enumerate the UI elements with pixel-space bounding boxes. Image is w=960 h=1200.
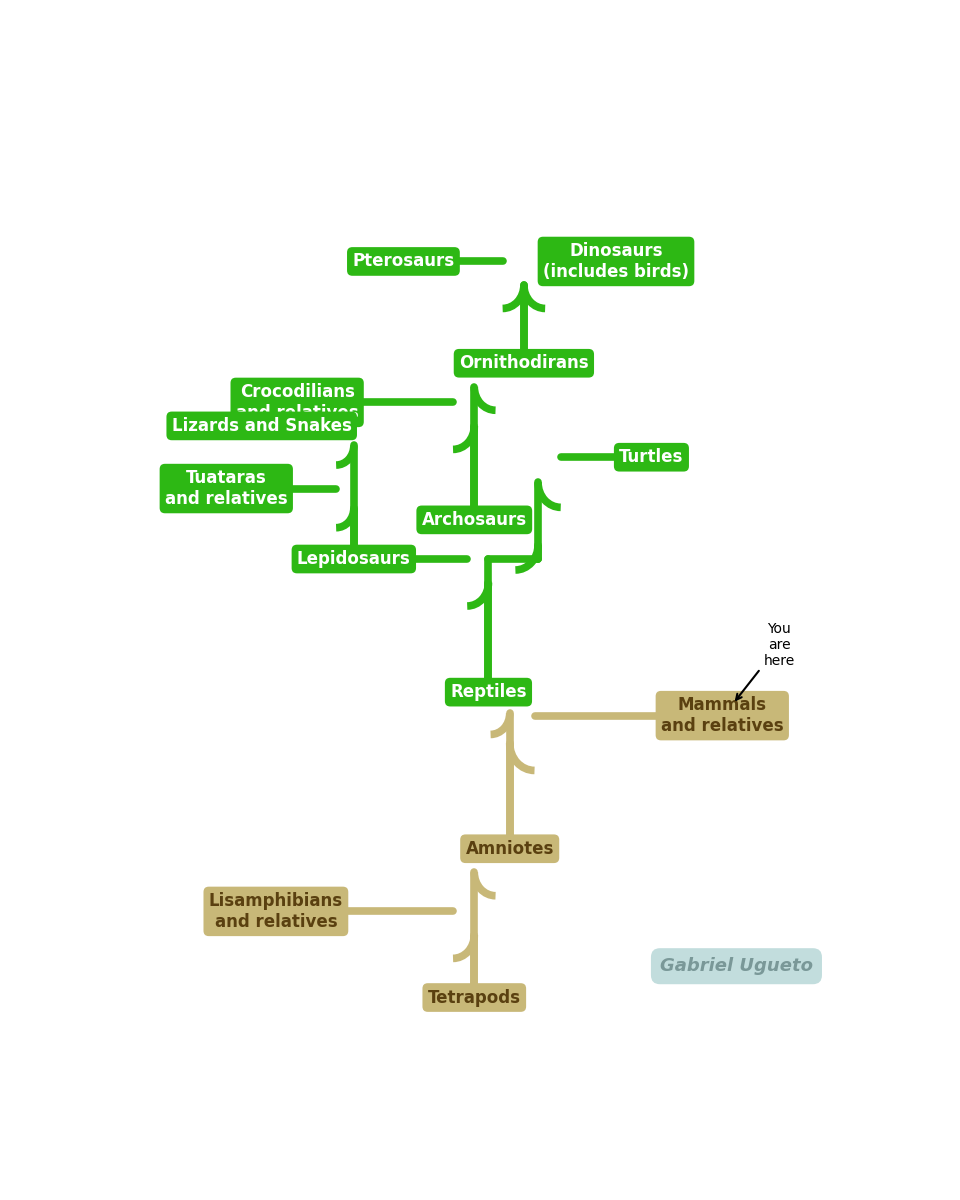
Text: Turtles: Turtles (619, 449, 684, 467)
Text: Dinosaurs
(includes birds): Dinosaurs (includes birds) (543, 242, 689, 281)
Text: Pterosaurs: Pterosaurs (352, 252, 454, 270)
Text: Lepidosaurs: Lepidosaurs (297, 550, 411, 568)
Text: Mammals
and relatives: Mammals and relatives (661, 696, 783, 736)
Text: Amniotes: Amniotes (466, 840, 554, 858)
Text: Tetrapods: Tetrapods (428, 989, 520, 1007)
Text: Tuataras
and relatives: Tuataras and relatives (165, 469, 288, 508)
Text: You
are
here: You are here (736, 622, 795, 700)
Text: Reptiles: Reptiles (450, 683, 527, 701)
Text: Ornithodirans: Ornithodirans (459, 354, 588, 372)
Text: Crocodilians
and relatives: Crocodilians and relatives (236, 383, 358, 422)
Text: Lizards and Snakes: Lizards and Snakes (172, 416, 351, 434)
Text: Gabriel Ugueto: Gabriel Ugueto (660, 958, 813, 976)
Text: Archosaurs: Archosaurs (421, 511, 527, 529)
Text: Lisamphibians
and relatives: Lisamphibians and relatives (209, 892, 343, 931)
